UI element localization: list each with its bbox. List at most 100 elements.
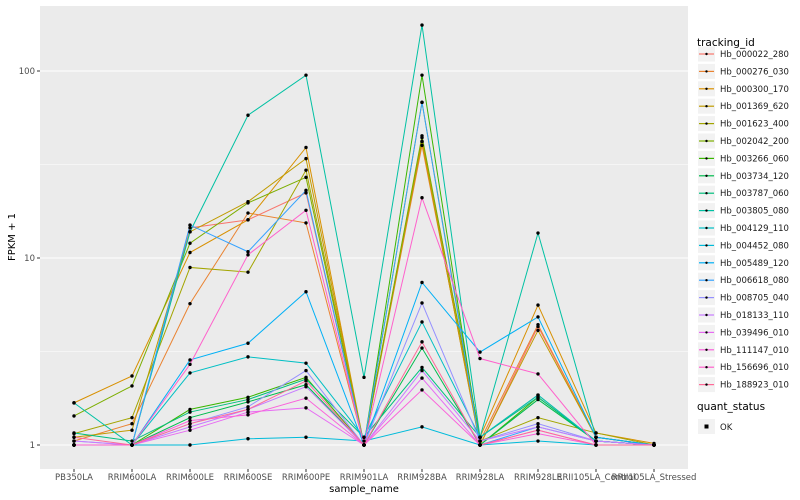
x-tick-label: RRIM600SE [224,473,273,483]
x-axis-title: sample_name [329,484,399,495]
data-point [420,425,424,429]
data-point [246,407,250,412]
y-tick-label: 1 [30,441,35,451]
legend-tracking-id: Hb_000022_280 Hb_000276_030 Hb_000300_170 H… [698,46,789,393]
y-axis-title: FPKM + 1 [7,213,18,261]
data-point [304,191,308,195]
data-point [72,435,76,439]
legend-key-point [705,70,708,73]
data-point [246,211,250,215]
data-point [188,421,192,426]
legend-key-point [705,383,708,386]
legend-key-point [705,139,708,143]
plot-panel [40,6,688,469]
data-point [246,341,250,345]
data-point [130,374,134,378]
data-point [362,443,366,447]
legend-label: Hb_156696_010 [720,363,789,373]
data-point [536,421,540,426]
data-point [130,384,134,388]
legend-key-point [705,279,708,282]
legend-label: Hb_000276_030 [720,67,789,77]
data-point [246,113,250,117]
legend-label: Hb_039496_010 [720,328,789,338]
data-point [594,443,598,447]
data-point [420,388,424,392]
legend-quant-status: OK [698,419,733,434]
data-point [594,431,598,435]
y-tick-label: 100 [19,67,35,77]
data-point [536,393,540,397]
data-point [246,270,250,274]
data-point [420,301,424,305]
axis-layer: 1 10 100 PB350LA RRIM600LA RRIM600LE RRIM600SE… [19,67,697,483]
data-point [188,230,192,234]
data-point [478,350,482,354]
legend-key-point [705,348,708,351]
data-point [246,250,250,254]
data-point [478,443,482,447]
data-point [420,139,424,144]
data-point [130,428,134,432]
data-point [188,241,192,245]
data-point [304,145,308,150]
data-point [130,443,134,447]
legend-label: Hb_111147_010 [720,346,789,356]
data-point [188,407,192,412]
data-point [246,253,250,257]
x-tick-label: RRIM928LE [514,473,562,483]
data-point [72,431,76,435]
legend-key-point [705,52,708,56]
data-point [362,439,366,443]
data-point [72,443,76,447]
legend-key-point [705,174,708,177]
data-point [188,265,192,270]
quant-status-point [704,424,709,429]
data-point [246,201,250,205]
data-point [188,250,192,255]
data-point [304,290,308,294]
data-point [188,443,192,447]
data-point [304,385,308,389]
data-point [478,435,482,439]
legend-label: Hb_001369_620 [720,102,789,112]
data-point [536,439,540,443]
data-point [246,405,250,409]
legend-key-point [705,313,708,317]
data-point [188,425,192,429]
data-point [420,340,424,344]
legend-key-point [705,296,708,299]
data-point [420,280,424,285]
legend-key-point [705,87,708,91]
data-point [652,443,656,447]
legend-key-point [705,157,708,160]
x-tick-label: RRIM928BA [397,473,447,483]
legend-key-point [705,226,708,230]
data-point [536,428,540,432]
data-point [246,400,250,404]
y-tick-label: 10 [24,254,35,264]
x-tick-label: RRIM600LE [166,473,214,483]
data-point [246,413,250,417]
data-point [188,371,192,375]
data-point [304,221,308,225]
data-point [188,428,192,432]
legend-label: Hb_000022_280 [720,50,789,60]
data-point [304,208,308,212]
data-point [420,365,424,370]
data-point [420,368,424,373]
data-point [536,328,540,333]
data-point [304,168,308,172]
x-tick-label: RRII105LA_Control [557,473,636,483]
data-point [304,175,308,180]
data-point [594,439,598,443]
data-point [536,322,540,327]
data-point [420,196,424,200]
data-point [304,188,308,193]
data-point [188,358,192,362]
data-point [304,361,308,365]
data-point [246,218,250,222]
data-point [536,315,540,319]
data-point [130,415,134,420]
